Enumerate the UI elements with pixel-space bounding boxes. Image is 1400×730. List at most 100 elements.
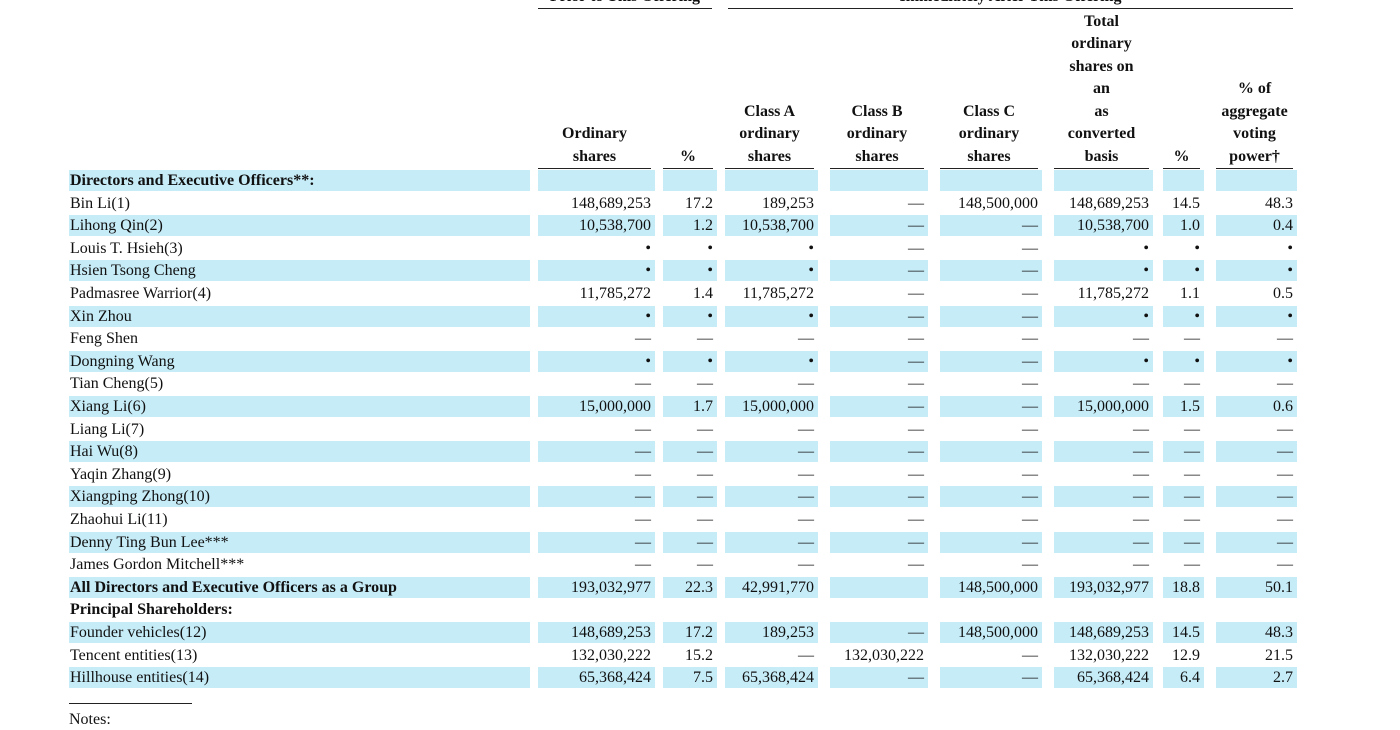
cell: — xyxy=(697,556,713,574)
row-shade xyxy=(725,531,818,553)
cell: 0.4 xyxy=(1273,217,1293,235)
cell: — xyxy=(635,533,651,551)
cell: 21.5 xyxy=(1265,646,1293,664)
row-shade xyxy=(69,441,530,463)
notes-rule xyxy=(69,703,192,704)
cell: — xyxy=(1184,533,1200,551)
cell: • xyxy=(707,262,713,280)
row-shade xyxy=(1216,622,1297,643)
cell: — xyxy=(1133,443,1149,461)
cell: 65,368,424 xyxy=(579,669,651,687)
row-shade xyxy=(940,396,1042,417)
cell: 132,030,222 xyxy=(571,646,651,664)
cell: 42,991,770 xyxy=(742,578,814,596)
cell: — xyxy=(1022,398,1038,415)
row-shade xyxy=(725,260,818,282)
row-shade xyxy=(69,667,530,689)
cell: — xyxy=(1277,533,1293,551)
cell: — xyxy=(1022,669,1038,687)
row-shade xyxy=(1054,622,1153,643)
row-shade xyxy=(725,215,818,237)
row-label: Hillhouse entities(14) xyxy=(70,669,210,687)
row-shade xyxy=(940,667,1042,689)
row-shade xyxy=(1216,576,1297,598)
row-shade xyxy=(830,305,928,327)
row-shade xyxy=(830,622,928,643)
cell: 18.8 xyxy=(1172,578,1200,596)
cell: 17.2 xyxy=(685,194,713,212)
row-shade xyxy=(538,486,655,508)
row-shade xyxy=(69,396,530,417)
cell: — xyxy=(1277,556,1293,574)
row-label: James Gordon Mitchell*** xyxy=(70,556,245,574)
row-shade xyxy=(725,486,818,508)
cell: — xyxy=(908,533,924,551)
column-header: % xyxy=(1163,146,1200,169)
row-shade xyxy=(1163,305,1204,327)
row-shade xyxy=(538,350,655,372)
cell: — xyxy=(1022,375,1038,393)
cell: 148,689,253 xyxy=(1069,624,1149,641)
cell: • xyxy=(707,352,713,370)
row-shade xyxy=(663,396,717,417)
row-shade xyxy=(69,350,530,372)
cell: 1.5 xyxy=(1180,398,1200,415)
row-shade xyxy=(69,622,530,643)
row-shade xyxy=(1163,441,1204,463)
cell: — xyxy=(1022,511,1038,528)
cell: — xyxy=(1133,556,1149,574)
cell: — xyxy=(1184,330,1200,348)
row-shade xyxy=(830,441,928,463)
row-shade xyxy=(830,396,928,417)
row-shade xyxy=(1054,576,1153,598)
cell: • xyxy=(645,239,651,257)
cell: — xyxy=(1022,420,1038,438)
row-shade xyxy=(1163,486,1204,508)
column-header: Ordinary shares xyxy=(538,123,651,169)
cell: — xyxy=(908,624,924,641)
row-shade xyxy=(538,396,655,417)
cell: 1.2 xyxy=(693,217,713,235)
cell: — xyxy=(798,465,814,483)
row-shade xyxy=(1163,622,1204,643)
cell: — xyxy=(908,556,924,574)
cell: 0.5 xyxy=(1273,285,1293,302)
cell: — xyxy=(697,488,713,506)
row-label: Xiang Li(6) xyxy=(70,398,146,415)
cell: — xyxy=(697,465,713,483)
cell: — xyxy=(798,646,814,664)
cell: 148,689,253 xyxy=(571,194,651,212)
cell: 15,000,000 xyxy=(1077,398,1149,415)
row-shade xyxy=(725,576,818,598)
cell: 6.4 xyxy=(1180,669,1200,687)
cell: — xyxy=(1184,511,1200,528)
cell: — xyxy=(1277,511,1293,528)
column-header: Class B ordinary shares xyxy=(830,101,924,169)
cell: 148,689,253 xyxy=(571,624,651,641)
row-shade xyxy=(725,441,818,463)
row-shade xyxy=(1054,441,1153,463)
row-shade xyxy=(1216,396,1297,417)
cell: — xyxy=(908,669,924,687)
cell: • xyxy=(1194,239,1200,257)
cell: — xyxy=(1277,375,1293,393)
row-shade xyxy=(69,260,530,282)
cell: • xyxy=(1194,307,1200,325)
row-shade xyxy=(830,215,928,237)
row-shade xyxy=(1216,215,1297,237)
row-label: Zhaohui Li(11) xyxy=(70,511,168,528)
row-label: Padmasree Warrior(4) xyxy=(70,285,212,302)
cell: — xyxy=(908,420,924,438)
cell: — xyxy=(635,375,651,393)
cell: — xyxy=(1022,262,1038,280)
row-shade xyxy=(1054,350,1153,372)
cell: — xyxy=(697,443,713,461)
cell: — xyxy=(1133,511,1149,528)
row-shade xyxy=(1216,441,1297,463)
row-label: Tencent entities(13) xyxy=(70,646,198,664)
column-header: Class A ordinary shares xyxy=(725,101,814,169)
row-shade xyxy=(1216,531,1297,553)
row-shade xyxy=(1163,170,1204,191)
cell: — xyxy=(1022,217,1038,235)
